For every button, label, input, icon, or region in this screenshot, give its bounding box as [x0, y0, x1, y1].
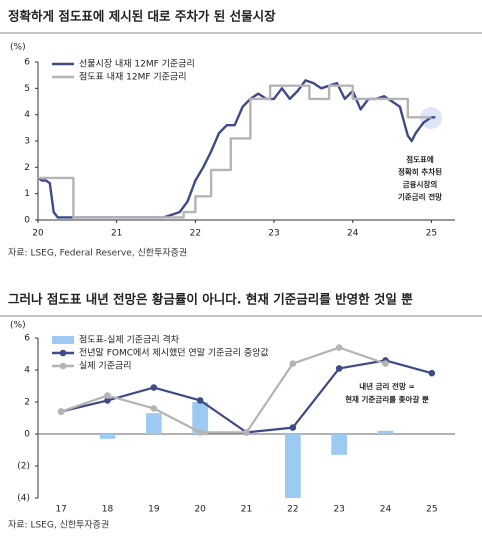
point	[289, 424, 297, 431]
annotation: 내년 금리 전망 =	[359, 381, 415, 391]
y-tick-label: 2	[24, 163, 30, 173]
legend-label: 점도표-실제 기준금리 격차	[79, 334, 180, 346]
x-tick-label: 24	[347, 229, 359, 239]
legend-box	[48, 57, 208, 87]
y-axis-label: (%)	[10, 321, 26, 331]
source: 자료: LSEG, Federal Reserve, 신한투자증권	[8, 247, 187, 259]
x-tick-label: 18	[102, 505, 114, 515]
legend-label: 전년말 FOMC에서 제시했던 연말 기준금리 중앙값	[79, 347, 269, 359]
series-line	[60, 346, 386, 434]
y-tick-label: 1	[24, 189, 30, 199]
series-line	[37, 79, 436, 219]
annotation: 금융시장의	[403, 179, 438, 189]
annotation: 정확히 추차된	[398, 167, 442, 177]
legend-swatch	[52, 336, 74, 344]
bar	[145, 413, 162, 434]
x-tick-label: 22	[287, 505, 298, 515]
point	[196, 429, 204, 436]
x-tick-label: 24	[380, 505, 392, 515]
bar	[284, 434, 301, 498]
x-tick-label: 21	[241, 505, 252, 515]
y-tick-label: 2	[24, 398, 30, 408]
chart-title: 정확하게 점도표에 제시된 대로 주차가 된 선물시장	[8, 9, 276, 24]
y-tick-label: 4	[24, 110, 30, 120]
legend-label: 점도표 내재 12MF 기준금리	[79, 71, 187, 83]
y-tick-label: 5	[24, 84, 30, 94]
x-tick-label: 25	[426, 229, 437, 239]
y-tick-label: 0	[24, 216, 30, 226]
point	[150, 405, 158, 412]
point	[104, 392, 111, 399]
legend-marker	[59, 362, 67, 370]
annotation: 현재 기준금리를 좇아갈 뿐	[345, 394, 429, 404]
point	[335, 344, 343, 351]
y-tick-label: 6	[24, 58, 30, 68]
legend-label: 선물시장 내재 12MF 기준금리	[79, 59, 195, 70]
bar	[99, 434, 116, 439]
x-tick-label: 20	[194, 505, 206, 515]
y-tick-label: (2)	[17, 462, 30, 472]
x-tick-label: 17	[55, 505, 66, 515]
point	[335, 365, 343, 372]
y-tick-label: 0	[24, 430, 30, 440]
point	[104, 397, 111, 404]
x-tick-label: 25	[426, 505, 437, 515]
point	[243, 429, 250, 436]
bar	[331, 434, 348, 455]
point	[196, 397, 204, 404]
chart-title: 그러나 점도표 내년 전망은 황금률이 아니다. 현재 기준금리를 반영한 것일…	[8, 292, 413, 307]
series-line	[38, 84, 432, 219]
x-tick-label: 23	[333, 505, 344, 515]
y-tick-label: (4)	[17, 494, 30, 504]
point	[150, 384, 158, 391]
annotation: 기준금리 전망	[398, 192, 442, 202]
bar	[377, 430, 394, 434]
annotation: 점도표에	[406, 154, 434, 164]
point	[289, 360, 297, 367]
point	[57, 408, 65, 415]
x-tick-label: 21	[111, 229, 122, 239]
y-tick-label: 3	[24, 137, 30, 147]
legend-label: 실제 기준금리	[79, 361, 132, 372]
y-axis-label: (%)	[10, 43, 26, 53]
y-tick-label: 6	[24, 334, 30, 344]
point	[428, 369, 436, 377]
y-tick-label: 4	[24, 366, 30, 376]
point	[382, 360, 389, 367]
legend-marker	[59, 349, 67, 357]
x-tick-label: 23	[268, 229, 279, 239]
bar	[192, 402, 209, 434]
x-tick-label: 22	[190, 229, 201, 239]
x-tick-label: 20	[32, 229, 44, 239]
source: 자료: LSEG, 신한투자증권	[8, 519, 109, 531]
x-tick-label: 19	[148, 505, 160, 515]
